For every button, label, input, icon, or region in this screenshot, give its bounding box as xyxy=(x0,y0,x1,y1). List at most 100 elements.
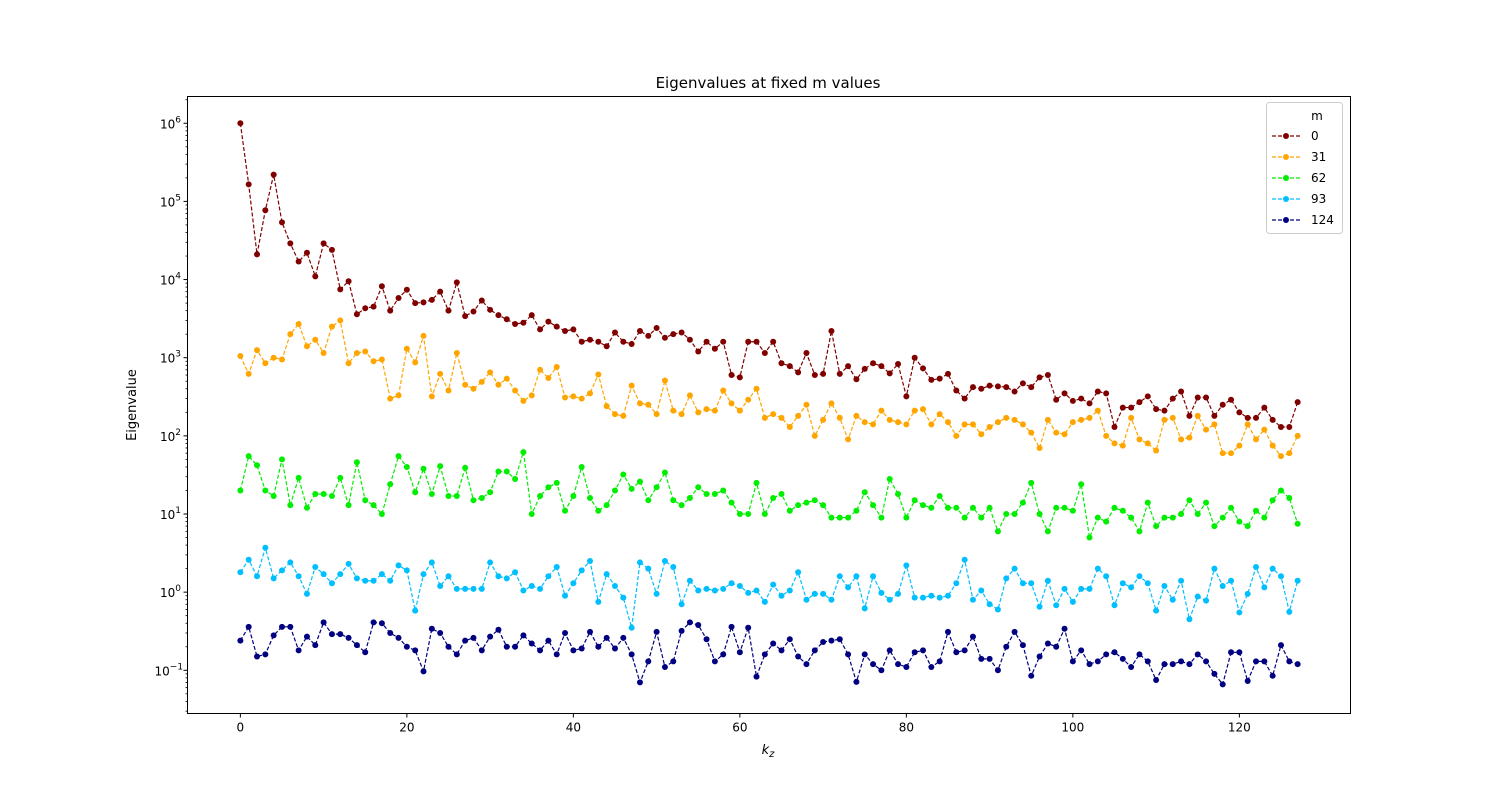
data-point xyxy=(811,432,818,439)
data-point xyxy=(836,636,843,643)
data-point xyxy=(353,575,360,582)
data-point xyxy=(520,632,527,639)
data-point xyxy=(353,459,360,466)
data-point xyxy=(1103,518,1110,525)
data-point xyxy=(620,338,627,345)
data-point xyxy=(845,363,852,370)
data-point xyxy=(611,582,618,589)
data-point xyxy=(387,630,394,637)
data-point xyxy=(1203,597,1210,604)
data-point xyxy=(1169,514,1176,521)
data-point xyxy=(562,507,569,514)
data-point xyxy=(312,273,319,280)
data-point xyxy=(953,649,960,656)
data-point xyxy=(1153,447,1160,454)
data-point xyxy=(545,484,552,491)
data-point xyxy=(595,507,602,514)
data-point xyxy=(1211,565,1218,572)
data-point xyxy=(328,246,335,253)
data-point xyxy=(953,432,960,439)
data-point xyxy=(237,353,244,360)
data-point xyxy=(661,377,668,384)
data-point xyxy=(720,338,727,345)
data-point xyxy=(420,465,427,472)
data-point xyxy=(803,401,810,408)
data-point xyxy=(1244,421,1251,428)
data-point xyxy=(961,421,968,428)
data-point xyxy=(520,397,527,404)
data-point xyxy=(245,453,252,460)
data-point xyxy=(786,507,793,514)
data-point xyxy=(1094,388,1101,395)
data-point xyxy=(270,632,277,639)
data-point xyxy=(403,345,410,352)
data-point xyxy=(903,514,910,521)
data-point xyxy=(895,419,902,426)
data-point xyxy=(462,637,469,644)
data-point xyxy=(362,649,369,656)
data-point xyxy=(1136,528,1143,535)
data-point xyxy=(545,374,552,381)
data-point xyxy=(778,592,785,599)
data-point xyxy=(711,345,718,352)
data-point xyxy=(295,474,302,481)
data-point xyxy=(828,327,835,334)
data-point xyxy=(1003,511,1010,518)
data-point xyxy=(1253,658,1260,665)
data-point xyxy=(1053,643,1060,650)
data-point xyxy=(362,305,369,312)
data-point xyxy=(470,308,477,315)
data-point xyxy=(420,668,427,675)
data-point xyxy=(1194,511,1201,518)
data-point xyxy=(487,306,494,313)
data-point xyxy=(820,416,827,423)
data-point xyxy=(728,580,735,587)
data-point xyxy=(811,647,818,654)
data-point xyxy=(986,382,993,389)
data-point xyxy=(262,487,269,494)
data-point xyxy=(870,421,877,428)
data-point xyxy=(795,569,802,576)
data-point xyxy=(478,585,485,592)
data-point xyxy=(378,283,385,290)
data-point xyxy=(944,628,951,635)
data-point xyxy=(1128,664,1135,671)
data-point xyxy=(1203,499,1210,506)
data-point xyxy=(1211,670,1218,677)
data-point xyxy=(503,468,510,475)
data-point xyxy=(1111,504,1118,511)
data-point xyxy=(1069,507,1076,514)
data-point xyxy=(328,631,335,638)
data-point xyxy=(1011,388,1018,395)
data-point xyxy=(736,407,743,414)
data-point xyxy=(512,643,519,650)
data-point xyxy=(528,640,535,647)
data-point xyxy=(587,390,594,397)
x-tick-label: 100 xyxy=(1061,721,1084,735)
data-point xyxy=(920,365,927,372)
data-point xyxy=(1036,511,1043,518)
data-point xyxy=(512,569,519,576)
data-point xyxy=(528,511,535,518)
data-point xyxy=(1294,399,1301,406)
data-point xyxy=(886,647,893,654)
y-tick-label-exponent: 4 xyxy=(175,272,181,282)
data-point xyxy=(820,370,827,377)
data-point xyxy=(753,338,760,345)
data-point xyxy=(578,567,585,574)
legend-label: 0 xyxy=(1311,129,1319,143)
data-point xyxy=(878,363,885,370)
data-point xyxy=(1119,442,1126,449)
data-point xyxy=(736,511,743,518)
data-point xyxy=(462,464,469,471)
data-point xyxy=(487,489,494,496)
data-point xyxy=(303,343,310,350)
data-point xyxy=(1269,565,1276,572)
data-point xyxy=(711,658,718,665)
data-point xyxy=(412,607,419,614)
data-point xyxy=(1053,429,1060,436)
data-point xyxy=(678,502,685,509)
data-point xyxy=(820,639,827,646)
data-point xyxy=(387,577,394,584)
